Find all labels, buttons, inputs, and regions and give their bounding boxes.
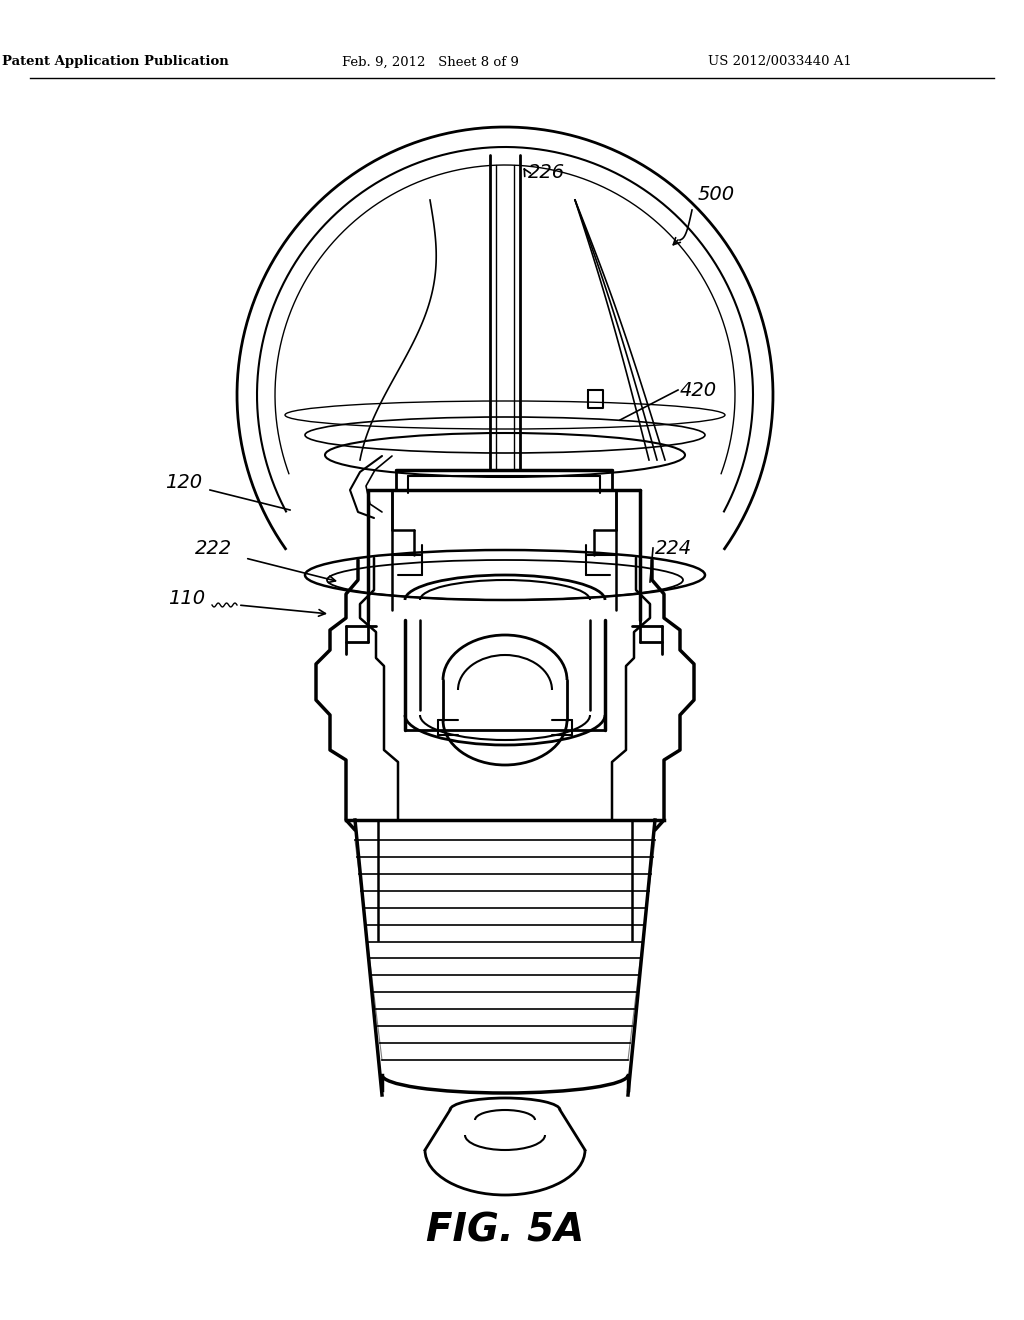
Text: 226: 226 — [528, 162, 565, 181]
Text: 222: 222 — [195, 539, 232, 557]
Text: 120: 120 — [165, 473, 202, 491]
Text: Patent Application Publication: Patent Application Publication — [2, 55, 228, 69]
Text: US 2012/0033440 A1: US 2012/0033440 A1 — [709, 55, 852, 69]
Text: FIG. 5A: FIG. 5A — [426, 1210, 584, 1249]
Text: Feb. 9, 2012   Sheet 8 of 9: Feb. 9, 2012 Sheet 8 of 9 — [342, 55, 518, 69]
Text: 110: 110 — [168, 589, 205, 607]
Text: 224: 224 — [655, 539, 692, 557]
Text: 500: 500 — [698, 186, 735, 205]
Text: 420: 420 — [680, 380, 717, 400]
